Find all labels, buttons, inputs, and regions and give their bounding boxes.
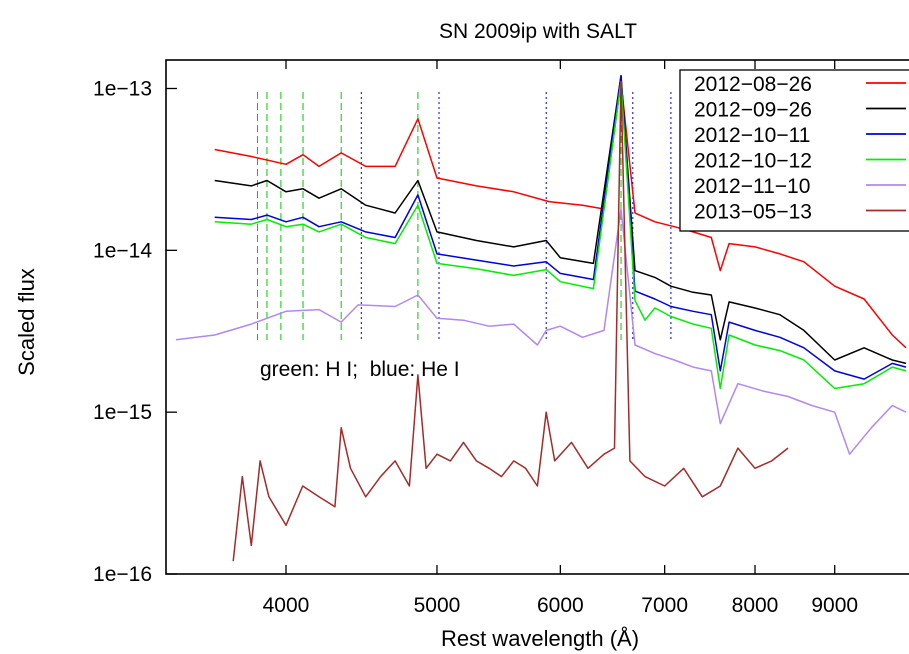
x-axis-label: Rest wavelength (Å) [441,626,639,651]
y-tick-label-0: 1e−13 [93,77,152,100]
x-tick-label-7000: 7000 [641,594,688,617]
x-tick-label-8000: 8000 [732,594,779,617]
x-tick-label-6000: 6000 [537,594,584,617]
legend-label-3: 2012−10−11 [694,124,810,147]
plot-frame [165,59,909,575]
y-axis-label-group: Scaled flux [14,268,39,376]
series-line-5 [175,208,907,455]
y-tick-label-2: 1e−15 [93,401,152,424]
series-line-4 [214,81,907,390]
y-axis-label: Scaled flux [14,268,39,376]
legend-label-2: 2012−09−26 [694,99,812,122]
legend-box [679,69,909,232]
series-line-2 [214,74,907,365]
x-tick-label-4000: 4000 [263,594,310,617]
legend-label-6: 2013−05−13 [694,201,812,224]
legend-label-5: 2012−11−10 [694,175,810,198]
chart-title: SN 2009ip with SALT [439,20,637,43]
line-id-annotation: green: H I; blue: He I [260,358,460,381]
y-tick-label-3: 1e−16 [93,563,152,586]
series-line-3 [214,74,907,380]
legend-label-4: 2012−10−12 [694,150,812,173]
series-line-6 [232,81,789,562]
legend-label-1: 2012−08−26 [694,73,812,96]
series-group [175,74,907,562]
y-tick-label-1: 1e−14 [93,239,152,262]
tick-group: 4000 5000 6000 7000 8000 9000 1e−13 1e−14 1e−15 1… [93,60,858,617]
x-tick-label-9000: 9000 [811,594,858,617]
line-marker-group [256,92,672,340]
x-tick-label-5000: 5000 [414,594,461,617]
